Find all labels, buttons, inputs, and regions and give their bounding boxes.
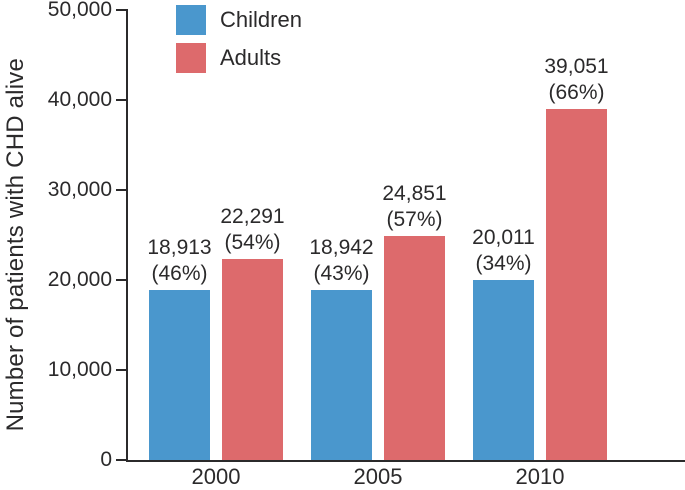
bar-label-adults-2005: 24,851 (57%) [382, 181, 446, 233]
legend-swatch-adults [176, 43, 206, 73]
x-tick-label-2010: 2010 [515, 464, 565, 489]
bar-value: 18,913 [147, 235, 212, 259]
legend-label: Adults [220, 45, 282, 70]
bar-value: 24,851 [382, 182, 447, 206]
bar-percent: (34%) [475, 251, 532, 275]
x-tick-label-2005: 2005 [353, 464, 403, 489]
bar-percent: (46%) [151, 261, 208, 285]
y-tick-label: 20,000 [47, 268, 112, 291]
bar-percent: (66%) [548, 80, 605, 104]
y-tick-mark [116, 459, 128, 461]
y-axis-title-wrap: Number of patients with CHD alive [2, 0, 30, 490]
bar-label-adults-2000: 22,291 (54%) [220, 204, 284, 256]
legend-swatch-children [176, 5, 206, 35]
bar-percent: (57%) [386, 208, 443, 232]
bar-percent: (54%) [224, 231, 281, 255]
bar-label-children-2000: 18,913 (46%) [147, 235, 211, 287]
bar-adults-2010 [546, 108, 607, 460]
x-tick-label-2000: 2000 [191, 464, 241, 489]
y-tick-mark [116, 189, 128, 191]
legend-item-adults: Adults [176, 43, 302, 73]
y-tick-label: 0 [100, 448, 112, 471]
legend: Children Adults [176, 5, 302, 73]
bar-label-adults-2010: 39,051 (66%) [544, 54, 608, 106]
legend-label: Children [220, 7, 302, 32]
bar-label-children-2005: 18,942 (43%) [309, 235, 373, 287]
bar-percent: (43%) [313, 261, 370, 285]
bar-label-children-2010: 20,011 (34%) [472, 225, 535, 277]
bar-children-2005 [311, 289, 372, 460]
y-tick-mark [116, 9, 128, 11]
bar-children-2000 [149, 289, 210, 460]
bar-adults-2005 [384, 236, 445, 460]
bar-value: 39,051 [544, 54, 609, 78]
bar-children-2010 [473, 279, 534, 460]
y-tick-label: 10,000 [47, 358, 112, 381]
y-tick-label: 30,000 [47, 178, 112, 201]
y-tick-mark [116, 369, 128, 371]
y-tick-mark [116, 99, 128, 101]
bar-value: 22,291 [220, 205, 285, 229]
bar-value: 20,011 [472, 225, 535, 249]
legend-item-children: Children [176, 5, 302, 35]
bar-value: 18,942 [309, 235, 374, 259]
bar-adults-2000 [222, 259, 283, 460]
y-tick-label: 40,000 [47, 88, 112, 111]
plot-area: 18,913 (46%) 22,291 (54%) 18,942 (43%) 24,851(… [126, 10, 685, 462]
y-tick-mark [116, 279, 128, 281]
y-tick-label: 50,000 [47, 0, 112, 21]
